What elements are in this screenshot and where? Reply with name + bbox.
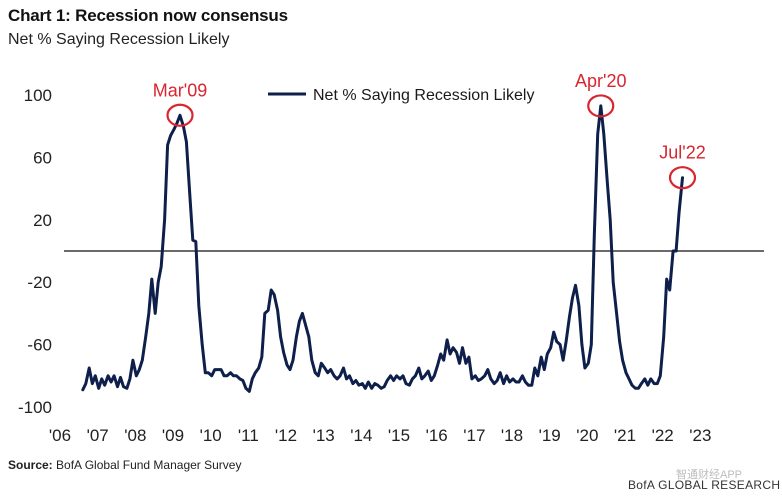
y-tick-label: 100 bbox=[24, 86, 52, 105]
x-tick-label: '12 bbox=[275, 426, 297, 445]
x-tick-label: '07 bbox=[87, 426, 109, 445]
y-tick-label: 20 bbox=[33, 211, 52, 230]
x-tick-label: '18 bbox=[501, 426, 523, 445]
x-tick-label: '10 bbox=[200, 426, 222, 445]
chart-subtitle: Net % Saying Recession Likely bbox=[8, 31, 230, 48]
peak-annotations: Mar'09 Apr'20 Jul'22 bbox=[153, 71, 706, 190]
peak-marker-circle bbox=[668, 166, 697, 190]
x-tick-label: '14 bbox=[350, 426, 372, 445]
legend-label: Net % Saying Recession Likely bbox=[313, 87, 534, 104]
x-tick-label: '21 bbox=[614, 426, 636, 445]
chart-title: Chart 1: Recession now consensus bbox=[8, 6, 288, 25]
x-tick-label: '06 bbox=[49, 426, 71, 445]
x-tick-label: '16 bbox=[426, 426, 448, 445]
source-label: Source: bbox=[8, 458, 53, 472]
source-text: BofA Global Fund Manager Survey bbox=[56, 458, 242, 472]
peak-label: Jul'22 bbox=[659, 143, 705, 163]
x-tick-label: '23 bbox=[689, 426, 711, 445]
x-tick-label: '13 bbox=[313, 426, 335, 445]
peak-label: Mar'09 bbox=[153, 80, 207, 100]
x-tick-label: '22 bbox=[652, 426, 674, 445]
x-axis-ticks: '06 '07 '08 '09 '10 '11 '12 '13 '14 '15 '16 '17 '18 '… bbox=[49, 426, 711, 445]
y-tick-label: 60 bbox=[33, 148, 52, 167]
source-note: Source: BofA Global Fund Manager Survey bbox=[8, 458, 241, 472]
legend: Net % Saying Recession Likely bbox=[268, 87, 534, 104]
peak-marker-circle bbox=[587, 94, 615, 118]
y-axis-ticks: 100 60 20 -20 -60 -100 bbox=[18, 86, 52, 417]
watermark-text: 智通财经APP bbox=[676, 469, 743, 481]
x-tick-label: '08 bbox=[124, 426, 146, 445]
x-tick-label: '17 bbox=[463, 426, 485, 445]
brand-label: BofA GLOBAL RESEARCH bbox=[628, 478, 781, 492]
x-tick-label: '20 bbox=[576, 426, 598, 445]
x-tick-label: '11 bbox=[238, 426, 259, 445]
y-tick-label: -20 bbox=[27, 273, 52, 292]
y-tick-label: -60 bbox=[27, 336, 52, 355]
x-tick-label: '19 bbox=[539, 426, 561, 445]
y-tick-label: -100 bbox=[18, 398, 52, 417]
peak-marker-circle bbox=[166, 103, 194, 127]
x-tick-label: '15 bbox=[388, 426, 410, 445]
x-tick-label: '09 bbox=[162, 426, 184, 445]
peak-label: Apr'20 bbox=[575, 71, 626, 91]
series-line-net-recession bbox=[81, 104, 684, 393]
